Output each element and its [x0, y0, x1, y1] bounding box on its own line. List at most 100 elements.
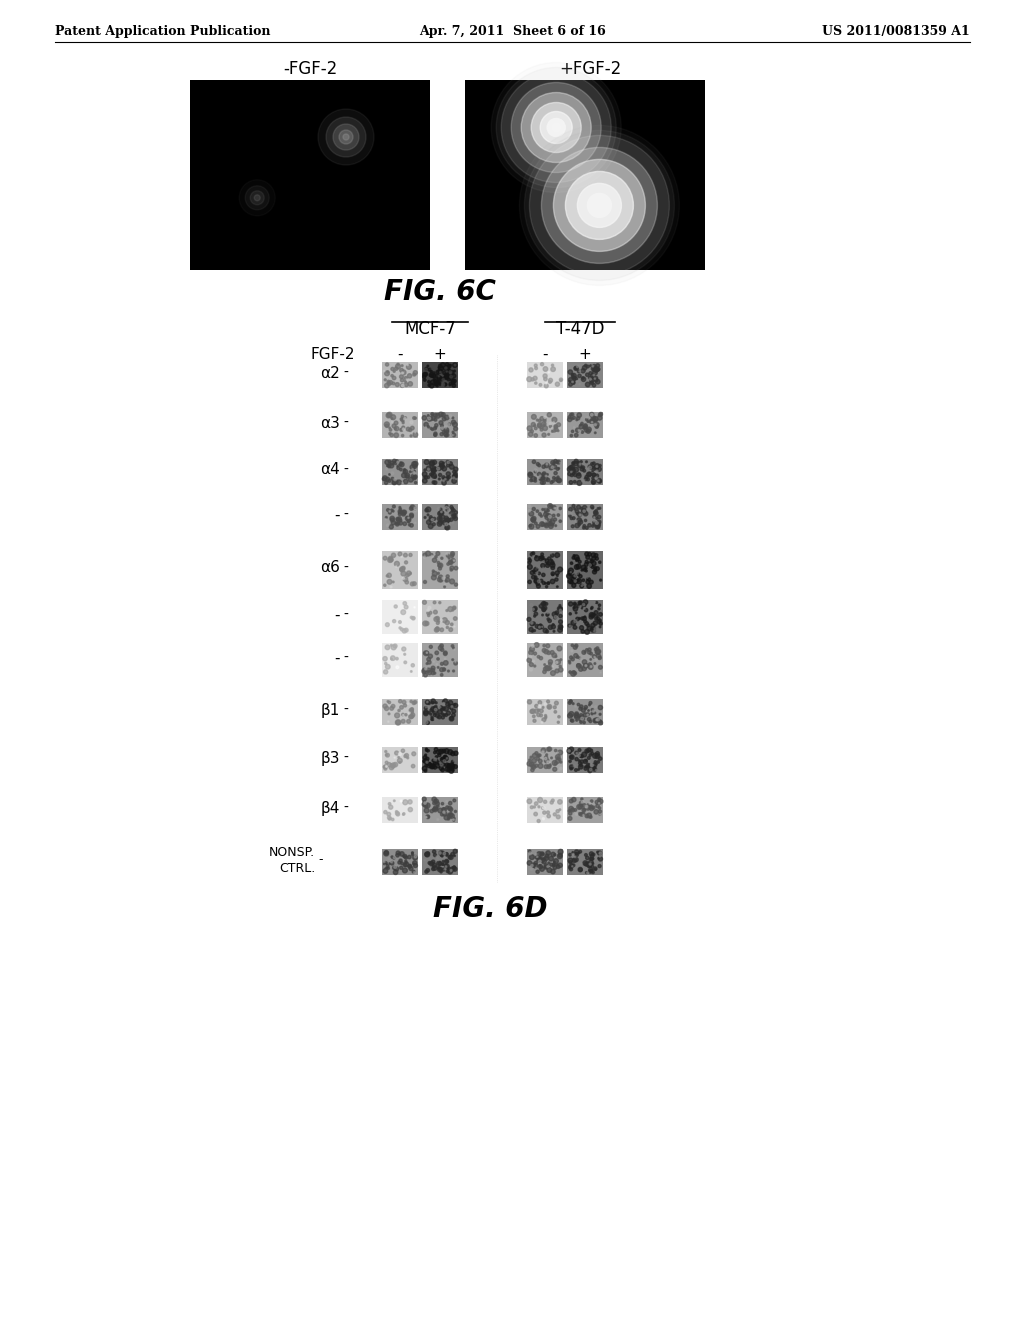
- Circle shape: [547, 618, 550, 620]
- Circle shape: [399, 568, 402, 572]
- Circle shape: [400, 429, 402, 430]
- Circle shape: [438, 706, 440, 709]
- Circle shape: [587, 366, 589, 368]
- Circle shape: [455, 566, 458, 570]
- Circle shape: [539, 865, 541, 866]
- Circle shape: [453, 799, 456, 801]
- Circle shape: [598, 799, 601, 801]
- Circle shape: [597, 508, 599, 510]
- Circle shape: [568, 507, 572, 511]
- Circle shape: [451, 751, 455, 755]
- Circle shape: [556, 478, 560, 482]
- Circle shape: [574, 579, 577, 582]
- Circle shape: [529, 647, 535, 652]
- Circle shape: [411, 671, 412, 672]
- Circle shape: [427, 763, 432, 768]
- Circle shape: [452, 381, 455, 384]
- Circle shape: [568, 378, 572, 381]
- Circle shape: [577, 752, 578, 754]
- Circle shape: [403, 661, 407, 664]
- Circle shape: [553, 160, 645, 251]
- Text: -: -: [343, 651, 348, 665]
- Circle shape: [585, 630, 590, 634]
- Circle shape: [433, 766, 436, 770]
- Circle shape: [593, 620, 597, 626]
- Circle shape: [554, 750, 557, 751]
- Text: US 2011/0081359 A1: US 2011/0081359 A1: [822, 25, 970, 38]
- Circle shape: [432, 414, 433, 416]
- Circle shape: [446, 461, 450, 463]
- Circle shape: [404, 380, 407, 383]
- Circle shape: [449, 366, 450, 368]
- Circle shape: [437, 715, 441, 719]
- Circle shape: [437, 376, 441, 380]
- Circle shape: [558, 800, 562, 804]
- Circle shape: [528, 581, 531, 583]
- Circle shape: [414, 473, 416, 474]
- Circle shape: [435, 383, 437, 385]
- Circle shape: [530, 477, 536, 482]
- Circle shape: [443, 652, 447, 656]
- Circle shape: [446, 364, 451, 368]
- Circle shape: [412, 470, 416, 474]
- Circle shape: [409, 865, 412, 867]
- Circle shape: [595, 659, 597, 660]
- Circle shape: [595, 618, 598, 620]
- Circle shape: [427, 609, 429, 611]
- Circle shape: [592, 479, 596, 484]
- Circle shape: [581, 755, 584, 758]
- Circle shape: [560, 767, 562, 770]
- Circle shape: [394, 421, 398, 425]
- Circle shape: [534, 807, 536, 808]
- Circle shape: [553, 422, 555, 424]
- Circle shape: [383, 371, 385, 372]
- Circle shape: [545, 866, 548, 869]
- Circle shape: [435, 556, 437, 558]
- Circle shape: [598, 756, 602, 760]
- Circle shape: [559, 614, 562, 618]
- Circle shape: [579, 717, 583, 721]
- Circle shape: [542, 751, 544, 754]
- Circle shape: [384, 865, 386, 867]
- Circle shape: [592, 655, 596, 659]
- Circle shape: [434, 706, 437, 709]
- Circle shape: [432, 374, 436, 378]
- Circle shape: [579, 520, 583, 524]
- Circle shape: [595, 376, 598, 379]
- Circle shape: [595, 754, 600, 759]
- Circle shape: [535, 364, 538, 367]
- Circle shape: [445, 805, 449, 809]
- Circle shape: [584, 569, 586, 572]
- Circle shape: [547, 866, 549, 867]
- Circle shape: [389, 863, 390, 865]
- Circle shape: [449, 519, 451, 521]
- Circle shape: [594, 465, 598, 470]
- Circle shape: [451, 558, 455, 562]
- Circle shape: [443, 714, 445, 715]
- Circle shape: [559, 759, 561, 760]
- Circle shape: [542, 706, 544, 709]
- Circle shape: [559, 809, 561, 810]
- Circle shape: [575, 378, 578, 380]
- Circle shape: [574, 715, 579, 719]
- Circle shape: [545, 463, 549, 467]
- Circle shape: [452, 417, 454, 418]
- Circle shape: [434, 616, 438, 622]
- Circle shape: [538, 710, 540, 711]
- Circle shape: [393, 857, 395, 859]
- Circle shape: [589, 372, 592, 375]
- Circle shape: [592, 858, 594, 859]
- Circle shape: [537, 566, 539, 568]
- Circle shape: [443, 756, 449, 760]
- Circle shape: [585, 478, 588, 480]
- Circle shape: [428, 614, 430, 616]
- Circle shape: [431, 519, 434, 521]
- Bar: [382, 849, 418, 875]
- Circle shape: [546, 614, 549, 616]
- Circle shape: [574, 758, 579, 760]
- Circle shape: [557, 756, 559, 759]
- Circle shape: [428, 711, 430, 714]
- Circle shape: [543, 417, 546, 421]
- Circle shape: [425, 756, 429, 760]
- Circle shape: [423, 756, 427, 759]
